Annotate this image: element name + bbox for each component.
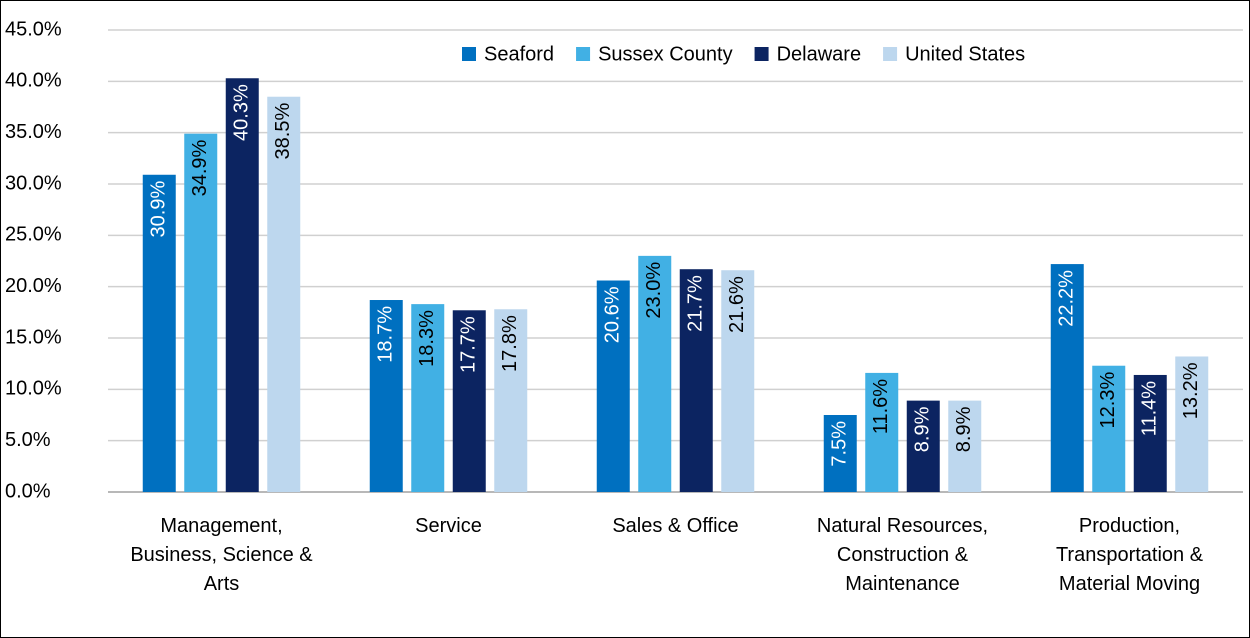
data-label: 18.7% [375,306,397,363]
data-label: 11.6% [870,379,892,434]
bar [184,133,218,492]
data-label: 12.3% [1097,372,1119,429]
bar [225,78,259,493]
y-tick-label: 45.0% [5,18,62,40]
data-label: 17.8% [499,315,521,372]
data-label: 8.9% [912,406,934,452]
bar [1050,264,1084,492]
bar [596,280,630,492]
y-tick-label: 20.0% [5,275,62,297]
bar [721,270,755,492]
bar [865,372,899,492]
bar [411,304,445,492]
data-label: 30.9% [148,181,170,238]
y-tick-label: 35.0% [5,121,62,143]
data-label: 34.9% [189,139,211,196]
legend-swatch [462,47,476,61]
x-tick-label: Sales & Office [612,515,739,537]
legend-swatch [883,47,898,61]
data-label: 17.7% [458,316,480,373]
bar [906,400,940,492]
data-label: 23.0% [643,262,665,319]
data-label: 8.9% [953,406,975,452]
data-label: 18.3% [416,310,438,367]
data-label: 20.6% [602,286,624,343]
data-label: 38.5% [272,103,294,160]
data-label: 22.2% [1056,270,1078,327]
x-tick-label: Management, Business, Science & Arts [130,515,313,595]
data-label: 13.2% [1180,362,1202,419]
data-label: 21.6% [726,276,748,333]
y-tick-label: 15.0% [5,326,62,348]
legend-swatch [754,47,769,61]
bar [679,269,713,492]
x-tick-label: Service [415,515,482,537]
bar [142,174,176,492]
bar [948,400,982,492]
bar [1133,374,1167,492]
legend-label: Sussex County [598,43,733,65]
bar [1092,365,1126,492]
data-label: 7.5% [829,421,851,467]
x-tick-label: Production, Transportation & Material Mo… [1055,515,1204,595]
y-tick-label: 0.0% [5,480,51,502]
bar [638,255,672,492]
y-tick-label: 10.0% [5,378,62,400]
bar [494,309,528,492]
bar [369,300,403,492]
data-label: 11.4% [1139,381,1161,436]
data-label: 21.7% [685,275,707,332]
bar [267,96,301,492]
x-tick-label: Natural Resources, Construction & Mainte… [816,515,989,595]
legend-label: Seaford [484,43,554,65]
y-tick-label: 40.0% [5,70,62,92]
bar [823,415,857,492]
y-tick-label: 25.0% [5,224,62,246]
bar [452,310,486,492]
y-tick-label: 5.0% [5,429,51,451]
legend-swatch [576,47,591,61]
legend-label: Delaware [777,43,861,65]
bar [1175,356,1209,492]
data-label: 40.3% [231,84,253,141]
legend-label: United States [905,43,1025,65]
y-tick-label: 30.0% [5,172,62,194]
